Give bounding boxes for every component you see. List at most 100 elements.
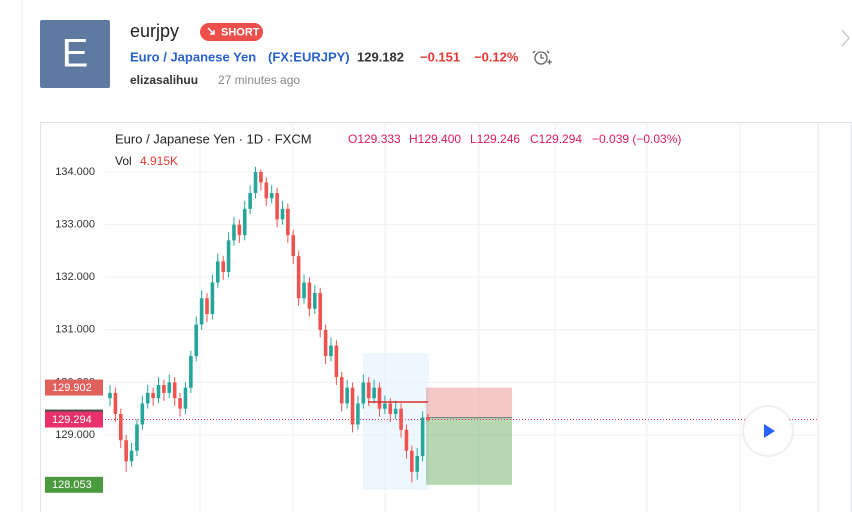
change: −0.151 bbox=[420, 49, 460, 64]
last-price-tag bbox=[45, 411, 103, 428]
candle-body bbox=[275, 193, 279, 220]
candle-body bbox=[420, 417, 425, 457]
short-badge bbox=[200, 23, 263, 41]
candle-body bbox=[318, 292, 323, 330]
y-tick-label: 131.000 bbox=[55, 324, 95, 336]
candle-body bbox=[167, 382, 172, 393]
symbol[interactable]: eurjpy bbox=[130, 21, 179, 41]
avatar[interactable] bbox=[40, 20, 110, 88]
candle-body bbox=[232, 224, 236, 241]
candle-body bbox=[226, 240, 231, 272]
candle-body bbox=[215, 261, 220, 283]
y-tick-label: 134.000 bbox=[55, 166, 95, 178]
candle-body bbox=[372, 387, 376, 399]
volume-label: Vol bbox=[115, 154, 132, 168]
legend-high: H129.400 bbox=[409, 132, 461, 146]
volume-value: 4.915K bbox=[140, 154, 178, 168]
candle-body bbox=[194, 324, 199, 357]
legend-change: −0.039 (−0.03%) bbox=[592, 132, 681, 146]
grid bbox=[105, 171, 818, 436]
target-tag bbox=[45, 476, 103, 493]
candle-body bbox=[189, 356, 193, 388]
badge-icon bbox=[207, 27, 215, 35]
candle-body bbox=[178, 398, 182, 409]
candle-body bbox=[350, 387, 355, 425]
target-tag-label: 128.053 bbox=[52, 479, 92, 491]
play-button[interactable] bbox=[742, 405, 794, 457]
last-price-tag-label: 129.294 bbox=[52, 414, 92, 426]
ticker[interactable]: (FX:EURJPY) bbox=[268, 49, 350, 64]
candle-body bbox=[356, 403, 360, 425]
candle-body bbox=[286, 208, 290, 236]
candle-body bbox=[410, 450, 414, 472]
candle-body bbox=[269, 193, 274, 199]
plot bbox=[105, 166, 818, 485]
candle-body bbox=[145, 392, 150, 404]
candle-body bbox=[108, 392, 112, 399]
author[interactable]: elizasalihuu bbox=[130, 73, 198, 87]
candle-body bbox=[248, 193, 252, 209]
candle-body bbox=[129, 450, 134, 462]
candle-body bbox=[366, 382, 371, 399]
candle-body bbox=[313, 292, 317, 309]
candle-body bbox=[415, 456, 420, 472]
price: 129.182 bbox=[357, 49, 404, 64]
candle-body bbox=[140, 403, 145, 425]
volume-profile-zone bbox=[363, 353, 429, 490]
candle-body bbox=[210, 282, 215, 315]
candle-body bbox=[151, 392, 155, 399]
legend-open: O129.333 bbox=[348, 132, 401, 146]
candle-body bbox=[280, 208, 285, 220]
avatar-letter: E bbox=[62, 32, 89, 76]
candle-body bbox=[296, 256, 301, 299]
candle-body bbox=[199, 298, 204, 325]
candle-body bbox=[404, 429, 409, 451]
candle-body bbox=[339, 377, 344, 404]
candle-body bbox=[118, 413, 123, 441]
y-tick-label: 129.000 bbox=[55, 429, 95, 441]
candle-body bbox=[264, 182, 269, 199]
candle-body bbox=[388, 403, 393, 414]
candle-body bbox=[172, 382, 177, 399]
candle-body bbox=[302, 282, 306, 299]
candle-body bbox=[221, 261, 225, 272]
y-tick-label: 133.000 bbox=[55, 219, 95, 231]
badge-text: SHORT bbox=[221, 26, 260, 38]
candle-body bbox=[323, 329, 328, 357]
candle-body bbox=[345, 387, 349, 404]
candle-body bbox=[237, 224, 242, 236]
candle-body bbox=[291, 235, 296, 257]
legend-close: C129.294 bbox=[530, 132, 582, 146]
candle-body bbox=[259, 172, 263, 183]
candle-body bbox=[124, 440, 128, 462]
alert-icon[interactable] bbox=[532, 50, 552, 65]
candle-body bbox=[113, 392, 118, 414]
candle-body bbox=[377, 387, 382, 409]
chart-title: Euro / Japanese Yen · 1D · FXCM bbox=[115, 131, 312, 146]
stop-tag bbox=[45, 379, 103, 396]
candle-body bbox=[253, 172, 258, 194]
stop-tag-label: 129.902 bbox=[52, 382, 92, 394]
candle-body bbox=[399, 408, 403, 430]
candle-body bbox=[361, 382, 366, 404]
instrument-name[interactable]: Euro / Japanese Yen bbox=[130, 49, 256, 64]
candle-body bbox=[426, 417, 430, 420]
candle-body bbox=[162, 385, 166, 393]
legend-low: L129.246 bbox=[470, 132, 520, 146]
candle-body bbox=[334, 345, 339, 378]
candle-body bbox=[383, 403, 387, 409]
change-pct: −0.12% bbox=[474, 49, 519, 64]
candle-body bbox=[135, 424, 139, 451]
time: 27 minutes ago bbox=[218, 73, 300, 87]
candle-body bbox=[242, 208, 247, 236]
stop-zone bbox=[426, 387, 512, 418]
next-arrow[interactable] bbox=[841, 29, 850, 47]
candle-body bbox=[183, 387, 188, 409]
candle-body bbox=[329, 345, 333, 357]
target-zone bbox=[426, 417, 512, 485]
candle-body bbox=[205, 298, 209, 315]
candle-body bbox=[393, 408, 398, 414]
candle-body bbox=[307, 282, 312, 309]
